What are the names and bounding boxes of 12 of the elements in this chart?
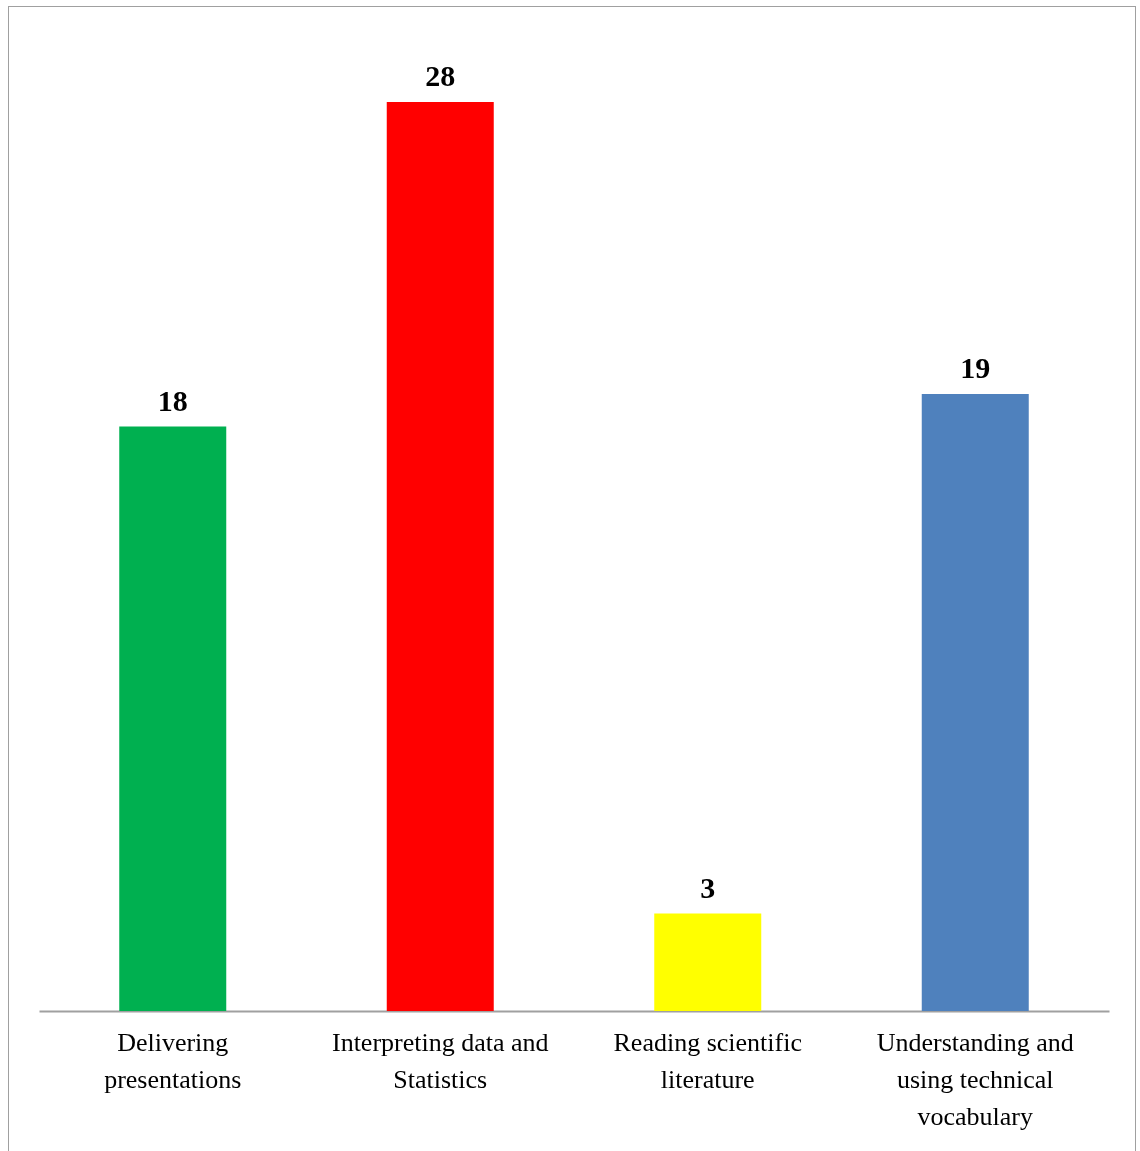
bar (921, 394, 1029, 1011)
x-tick-label: Interpreting data and Statistics (331, 1027, 549, 1094)
bar (654, 913, 762, 1011)
data-label: 18 (157, 383, 188, 417)
bar (119, 426, 227, 1011)
bar (386, 101, 494, 1011)
x-tick-label: Reading scientific literature (613, 1027, 802, 1094)
data-label: 28 (425, 58, 456, 92)
data-label: 19 (960, 351, 991, 385)
data-label: 3 (700, 870, 716, 904)
x-tick-label: Delivering presentations (104, 1027, 242, 1094)
x-tick-label: Understanding and using technical vocabulary (876, 1027, 1074, 1131)
